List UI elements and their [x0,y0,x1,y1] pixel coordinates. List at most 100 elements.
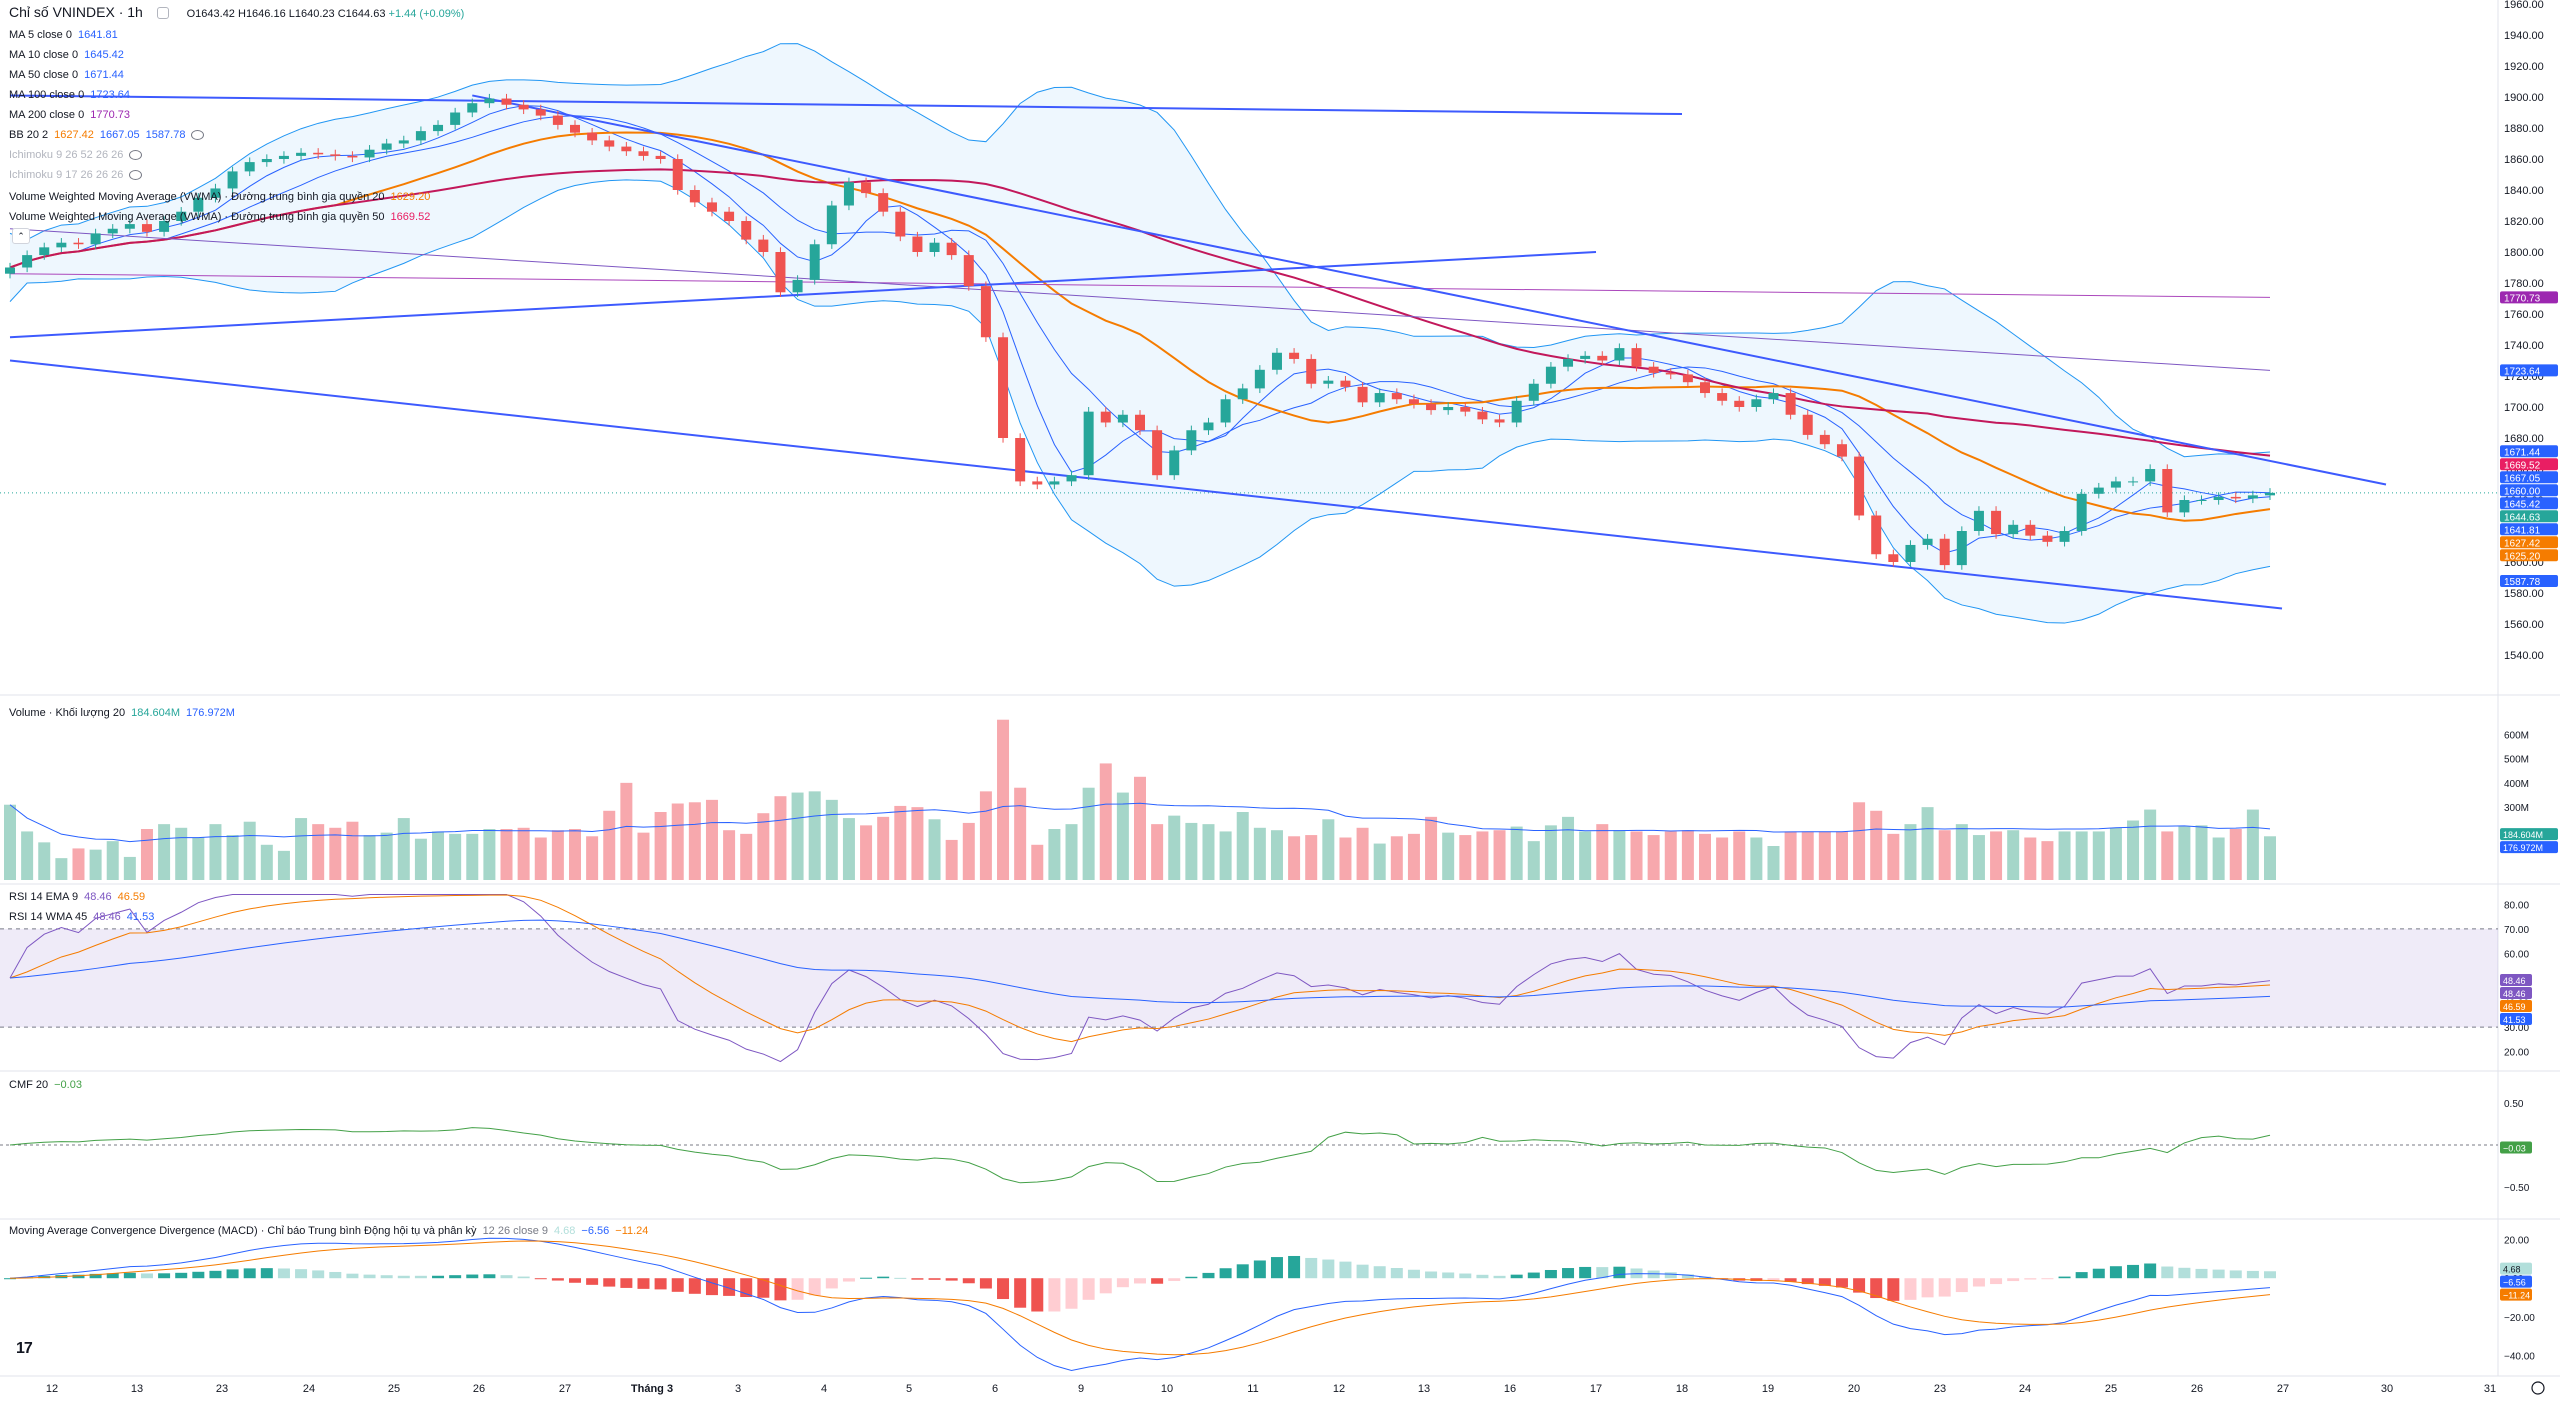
macd-histogram-bar [1562,1268,1575,1279]
candle-body [415,131,426,141]
candle-body [946,242,957,256]
candle-body [1956,531,1967,566]
legend-volume[interactable]: Volume · Khối lượng 20 184.604M 176.972M [9,707,235,719]
macd-histogram-bar [1527,1272,1540,1279]
collapse-legend-button[interactable]: ⌃ [12,228,30,244]
macd-histogram-bar [2229,1270,2242,1279]
macd-histogram-bar [500,1275,513,1279]
volume-bar [637,832,650,880]
candle-body [193,197,204,212]
tradingview-logo[interactable]: 17 [16,1340,33,1357]
candle-body [1066,475,1077,482]
macd-histogram-bar [894,1277,907,1279]
ma200-line [9,273,2271,298]
symbol-title[interactable]: Chỉ số VNINDEX · 1h [9,4,143,20]
macd-histogram-bar [89,1273,102,1279]
cmf-badge [2500,1141,2532,1154]
macd-histogram-bar [2161,1266,2174,1279]
macd-histogram-bar [1459,1273,1472,1279]
volume-bar [1202,824,1215,880]
legend-vwma50[interactable]: Volume Weighted Moving Average (VWMA) · … [9,211,431,223]
candle-body [227,171,238,189]
rsi-band [0,928,2498,1028]
macd-histogram-bar [243,1268,256,1279]
volume-bar [569,829,581,880]
volume-bar [4,804,16,880]
volume-bar [2195,825,2208,880]
macd-histogram-bar [1835,1278,1848,1288]
legend-cmf[interactable]: CMF 20 −0.03 [9,1079,82,1091]
time-tick-label: 18 [1676,1383,1688,1395]
candle-body [2128,481,2139,483]
vwma20-line [9,131,2271,522]
rsi-badge [2500,1013,2532,1025]
candle-body [22,255,33,268]
volume-bar [757,813,770,880]
legend-rsi-wma[interactable]: RSI 14 WMA 45 48.46 41.53 [9,911,155,923]
hidden-eye-icon[interactable] [191,130,205,141]
candle-body [980,286,991,338]
volume-bar [363,835,376,880]
volume-bar [1236,812,1249,880]
volume-bar [1921,807,1934,880]
macd-histogram-bar [654,1278,667,1290]
macd-histogram-bar [449,1275,462,1279]
candle-body [1032,481,1043,485]
rsi-tick-label: 70.00 [2504,925,2529,936]
trendline-descending-lower [9,359,2283,610]
macd-histogram-bar [1767,1278,1780,1281]
macd-histogram-bar [979,1278,992,1289]
macd-histogram-bar [842,1278,855,1282]
candle-body [1682,374,1693,383]
volume-bar [860,825,873,880]
candle-body [1135,414,1145,431]
legend-bb[interactable]: BB 20 2 1627.42 1667.05 1587.78 [9,128,205,142]
macd-histogram-bar [1031,1278,1044,1312]
candle-body [1220,399,1231,423]
legend-macd[interactable]: Moving Average Convergence Divergence (M… [9,1225,649,1237]
candle-body [1854,456,1865,516]
legend-ma50[interactable]: MA 50 close 0 1671.44 [9,69,124,81]
legend-ma5[interactable]: MA 5 close 0 1641.81 [9,29,118,41]
change-value: +1.44 (+0.09%) [388,8,465,20]
time-tick-label: 25 [2105,1383,2117,1395]
legend-vwma20[interactable]: Volume Weighted Moving Average (VWMA) · … [9,191,431,203]
candle-body [1768,393,1779,400]
volume-bar [89,849,102,880]
legend-ma100[interactable]: MA 100 close 0 1723.64 [9,89,130,101]
price-badge-label: 1669.52 [2504,460,2541,471]
rsi-line [9,893,2271,1063]
candle-body [1905,544,1916,562]
hidden-eye-icon[interactable] [129,150,143,161]
legend-ma10[interactable]: MA 10 close 0 1645.42 [9,49,124,61]
candle-body [638,151,649,156]
legend-rsi-ema[interactable]: RSI 14 EMA 9 48.46 46.59 [9,891,146,903]
trendline-rising-support [9,251,1597,339]
price-tick-label: 1580.00 [2504,588,2544,600]
volume-bar [1373,843,1386,880]
status-dot-icon [156,7,169,20]
price-badge-label: 1770.73 [2504,293,2541,304]
candle-body [2179,500,2190,513]
hidden-eye-icon[interactable] [129,170,143,181]
candle-body [176,211,187,221]
price-tick-label: 1800.00 [2504,247,2544,259]
macd-histogram-bar [1082,1278,1095,1300]
candle-body [741,221,752,240]
legend-ichimoku-2[interactable]: Ichimoku 9 17 26 26 26 [9,168,143,182]
candle-body [570,124,580,133]
rsi-tick-label: 30.00 [2504,1023,2529,1034]
settings-gear-icon[interactable] [2531,1381,2545,1395]
macd-histogram-bar [106,1273,119,1279]
macd-histogram-bar [2264,1271,2276,1279]
macd-histogram-bar [123,1272,136,1279]
legend-ichimoku-1[interactable]: Ichimoku 9 26 52 26 26 [9,148,143,162]
candle-body [672,159,683,190]
volume-bar [1168,815,1181,880]
macd-histogram-bar [1493,1275,1506,1279]
legend-ma200[interactable]: MA 200 close 0 1770.73 [9,109,130,121]
volume-bar [38,842,51,880]
candle-body [1751,399,1762,407]
price-badge [2500,523,2558,536]
